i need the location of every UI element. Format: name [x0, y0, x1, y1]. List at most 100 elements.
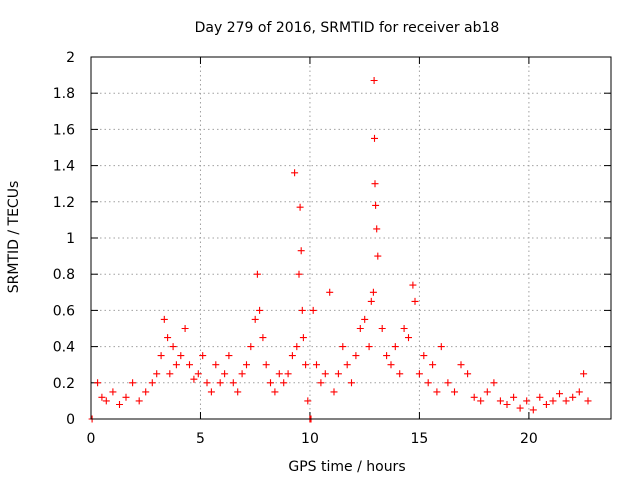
data-point [234, 388, 242, 396]
data-point [483, 388, 491, 396]
data-point [296, 203, 304, 211]
data-point [221, 370, 229, 378]
data-point [372, 201, 380, 209]
data-point [371, 180, 379, 188]
data-point [309, 306, 317, 314]
data-point [409, 281, 417, 289]
data-point [536, 393, 544, 401]
data-point [299, 334, 307, 342]
data-point [229, 379, 237, 387]
data-point [109, 388, 117, 396]
data-point [400, 325, 408, 332]
data-point [429, 361, 437, 369]
data-point [575, 388, 583, 396]
data-point [207, 388, 215, 396]
data-point [153, 370, 161, 378]
data-point [190, 375, 198, 383]
data-point [556, 390, 563, 398]
y-tick-label: 0.8 [53, 267, 75, 283]
data-point [164, 334, 172, 342]
x-tick-label: 20 [520, 431, 538, 447]
x-tick-label: 15 [411, 431, 429, 447]
data-point [584, 397, 592, 405]
data-point [291, 169, 299, 177]
y-tick-label: 1.2 [53, 195, 75, 211]
data-point [148, 379, 156, 387]
data-point [259, 334, 267, 342]
data-point [370, 77, 378, 84]
data-point [172, 361, 180, 369]
data-point [116, 401, 123, 408]
data-point [529, 406, 537, 414]
x-axis-label: GPS time / hours [288, 459, 405, 475]
data-point [157, 352, 165, 360]
data-point [238, 370, 246, 378]
data-point [510, 393, 518, 401]
data-point [361, 315, 369, 323]
data-point [295, 270, 303, 278]
data-point [177, 352, 185, 360]
data-point [391, 343, 399, 351]
x-tick-labels: 0 5 10 15 20 [87, 431, 538, 447]
data-point [490, 379, 498, 387]
y-tick-label: 2 [66, 50, 75, 66]
data-point [216, 379, 224, 387]
data-point [302, 361, 310, 369]
data-point [251, 315, 259, 323]
data-point [339, 343, 347, 351]
data-point [267, 379, 274, 387]
data-point [405, 334, 412, 342]
data-point [451, 388, 458, 396]
data-point [387, 361, 395, 369]
data-point [142, 388, 150, 396]
data-point [330, 388, 338, 396]
data-point [378, 325, 386, 332]
data-point [293, 343, 301, 351]
data-point [444, 379, 452, 387]
y-tick-label: 0.4 [53, 340, 75, 356]
data-point [212, 361, 220, 369]
data-point [477, 397, 485, 405]
data-point [247, 343, 255, 351]
data-point [199, 352, 207, 360]
x-tick-label: 5 [196, 431, 205, 447]
data-point [288, 352, 296, 360]
data-point [135, 397, 143, 405]
data-point [356, 325, 364, 332]
grid-lines [91, 57, 611, 419]
data-point [297, 247, 305, 255]
data-point [253, 270, 261, 278]
data-point [371, 134, 378, 142]
plot-frame [90, 56, 612, 420]
data-point [194, 370, 202, 378]
y-tick-label: 1.6 [53, 122, 75, 138]
data-point [275, 370, 283, 378]
data-point [102, 397, 110, 405]
data-point [122, 393, 130, 401]
x-tick-label: 10 [301, 431, 319, 447]
data-point [348, 379, 355, 387]
data-point [396, 370, 404, 378]
data-point [516, 404, 524, 412]
data-point [203, 379, 211, 387]
data-point [243, 361, 250, 369]
data-point [129, 379, 137, 387]
data-point [542, 401, 550, 408]
y-tick-labels: 0 0.2 0.4 0.6 0.8 1 1.2 1.4 1.6 1.8 2 [53, 50, 75, 428]
data-point [326, 288, 334, 296]
data-point [367, 297, 375, 305]
data-point [374, 252, 382, 260]
data-point [94, 379, 102, 387]
data-point [262, 361, 270, 369]
data-point [373, 225, 381, 233]
data-point [169, 343, 177, 351]
data-point [298, 306, 306, 314]
y-axis-label: SRMTID / TECUs [6, 181, 22, 294]
data-point [313, 361, 320, 369]
data-point [457, 361, 465, 369]
y-tick-label: 1.8 [53, 86, 75, 102]
data-points [88, 77, 592, 423]
data-point [334, 370, 342, 378]
data-point [256, 306, 264, 314]
